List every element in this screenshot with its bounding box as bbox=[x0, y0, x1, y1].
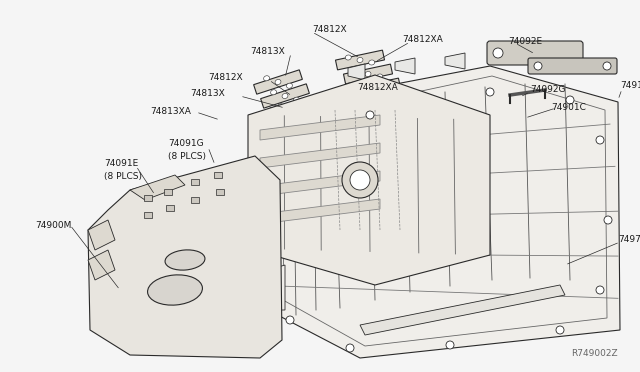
Ellipse shape bbox=[346, 55, 351, 60]
Polygon shape bbox=[260, 199, 380, 224]
Circle shape bbox=[556, 326, 564, 334]
Bar bbox=[164, 189, 172, 195]
Ellipse shape bbox=[362, 83, 367, 88]
Ellipse shape bbox=[165, 250, 205, 270]
Ellipse shape bbox=[365, 71, 371, 77]
Polygon shape bbox=[260, 143, 380, 168]
Text: 74813X: 74813X bbox=[190, 90, 225, 99]
Circle shape bbox=[446, 341, 454, 349]
Bar bbox=[344, 64, 392, 84]
Text: 74812XA: 74812XA bbox=[357, 83, 397, 92]
Text: (8 PLCS): (8 PLCS) bbox=[168, 151, 206, 160]
Polygon shape bbox=[268, 265, 285, 310]
Polygon shape bbox=[88, 220, 115, 250]
Text: 74092G: 74092G bbox=[530, 86, 566, 94]
Circle shape bbox=[604, 216, 612, 224]
Ellipse shape bbox=[271, 90, 276, 95]
Ellipse shape bbox=[282, 93, 288, 99]
Bar bbox=[214, 172, 222, 178]
Circle shape bbox=[346, 344, 354, 352]
Ellipse shape bbox=[357, 58, 363, 62]
FancyBboxPatch shape bbox=[528, 58, 617, 74]
Bar bbox=[351, 78, 401, 98]
Polygon shape bbox=[395, 58, 415, 74]
Ellipse shape bbox=[287, 83, 292, 88]
Text: 74812XA: 74812XA bbox=[402, 35, 443, 45]
Bar bbox=[216, 189, 224, 195]
Circle shape bbox=[596, 286, 604, 294]
Circle shape bbox=[603, 62, 611, 70]
Bar bbox=[253, 70, 302, 94]
Ellipse shape bbox=[294, 97, 300, 102]
Bar bbox=[335, 50, 385, 70]
Circle shape bbox=[493, 48, 503, 58]
Bar bbox=[268, 98, 316, 122]
Text: 74091G: 74091G bbox=[168, 140, 204, 148]
Text: 74092E: 74092E bbox=[508, 38, 542, 46]
Polygon shape bbox=[130, 175, 185, 200]
Bar bbox=[144, 195, 152, 201]
Polygon shape bbox=[360, 285, 565, 335]
Text: 74091E: 74091E bbox=[104, 160, 138, 169]
Bar bbox=[191, 197, 199, 203]
FancyBboxPatch shape bbox=[487, 41, 583, 65]
Ellipse shape bbox=[353, 69, 359, 74]
Ellipse shape bbox=[264, 76, 269, 81]
Ellipse shape bbox=[385, 88, 390, 93]
Circle shape bbox=[286, 316, 294, 324]
Bar bbox=[191, 179, 199, 185]
Ellipse shape bbox=[289, 108, 295, 113]
Polygon shape bbox=[260, 171, 380, 196]
Polygon shape bbox=[248, 75, 490, 285]
Circle shape bbox=[366, 111, 374, 119]
Polygon shape bbox=[260, 115, 380, 140]
Ellipse shape bbox=[300, 111, 307, 116]
Polygon shape bbox=[268, 66, 620, 358]
Ellipse shape bbox=[373, 86, 379, 90]
Ellipse shape bbox=[148, 275, 202, 305]
Text: 74813X: 74813X bbox=[250, 48, 285, 57]
Text: 7497B: 7497B bbox=[618, 235, 640, 244]
Polygon shape bbox=[88, 250, 115, 280]
Circle shape bbox=[596, 136, 604, 144]
Polygon shape bbox=[445, 53, 465, 69]
Ellipse shape bbox=[275, 80, 281, 84]
Ellipse shape bbox=[278, 104, 284, 109]
Text: 74911D: 74911D bbox=[620, 81, 640, 90]
Text: 74900M: 74900M bbox=[35, 221, 72, 230]
Bar bbox=[166, 205, 174, 211]
Bar bbox=[260, 84, 309, 108]
Circle shape bbox=[350, 170, 370, 190]
Circle shape bbox=[486, 88, 494, 96]
Circle shape bbox=[342, 162, 378, 198]
Text: 74812X: 74812X bbox=[208, 74, 243, 83]
Circle shape bbox=[566, 96, 574, 104]
Ellipse shape bbox=[369, 60, 374, 65]
Circle shape bbox=[534, 62, 542, 70]
Text: R749002Z: R749002Z bbox=[572, 349, 618, 358]
Polygon shape bbox=[88, 156, 282, 358]
Bar bbox=[144, 212, 152, 218]
Polygon shape bbox=[348, 64, 365, 80]
Ellipse shape bbox=[377, 74, 383, 79]
Text: 74901C: 74901C bbox=[551, 103, 586, 112]
Text: (8 PLCS): (8 PLCS) bbox=[104, 171, 142, 180]
Text: 74812X: 74812X bbox=[312, 26, 347, 35]
Text: 74813XA: 74813XA bbox=[150, 106, 191, 115]
